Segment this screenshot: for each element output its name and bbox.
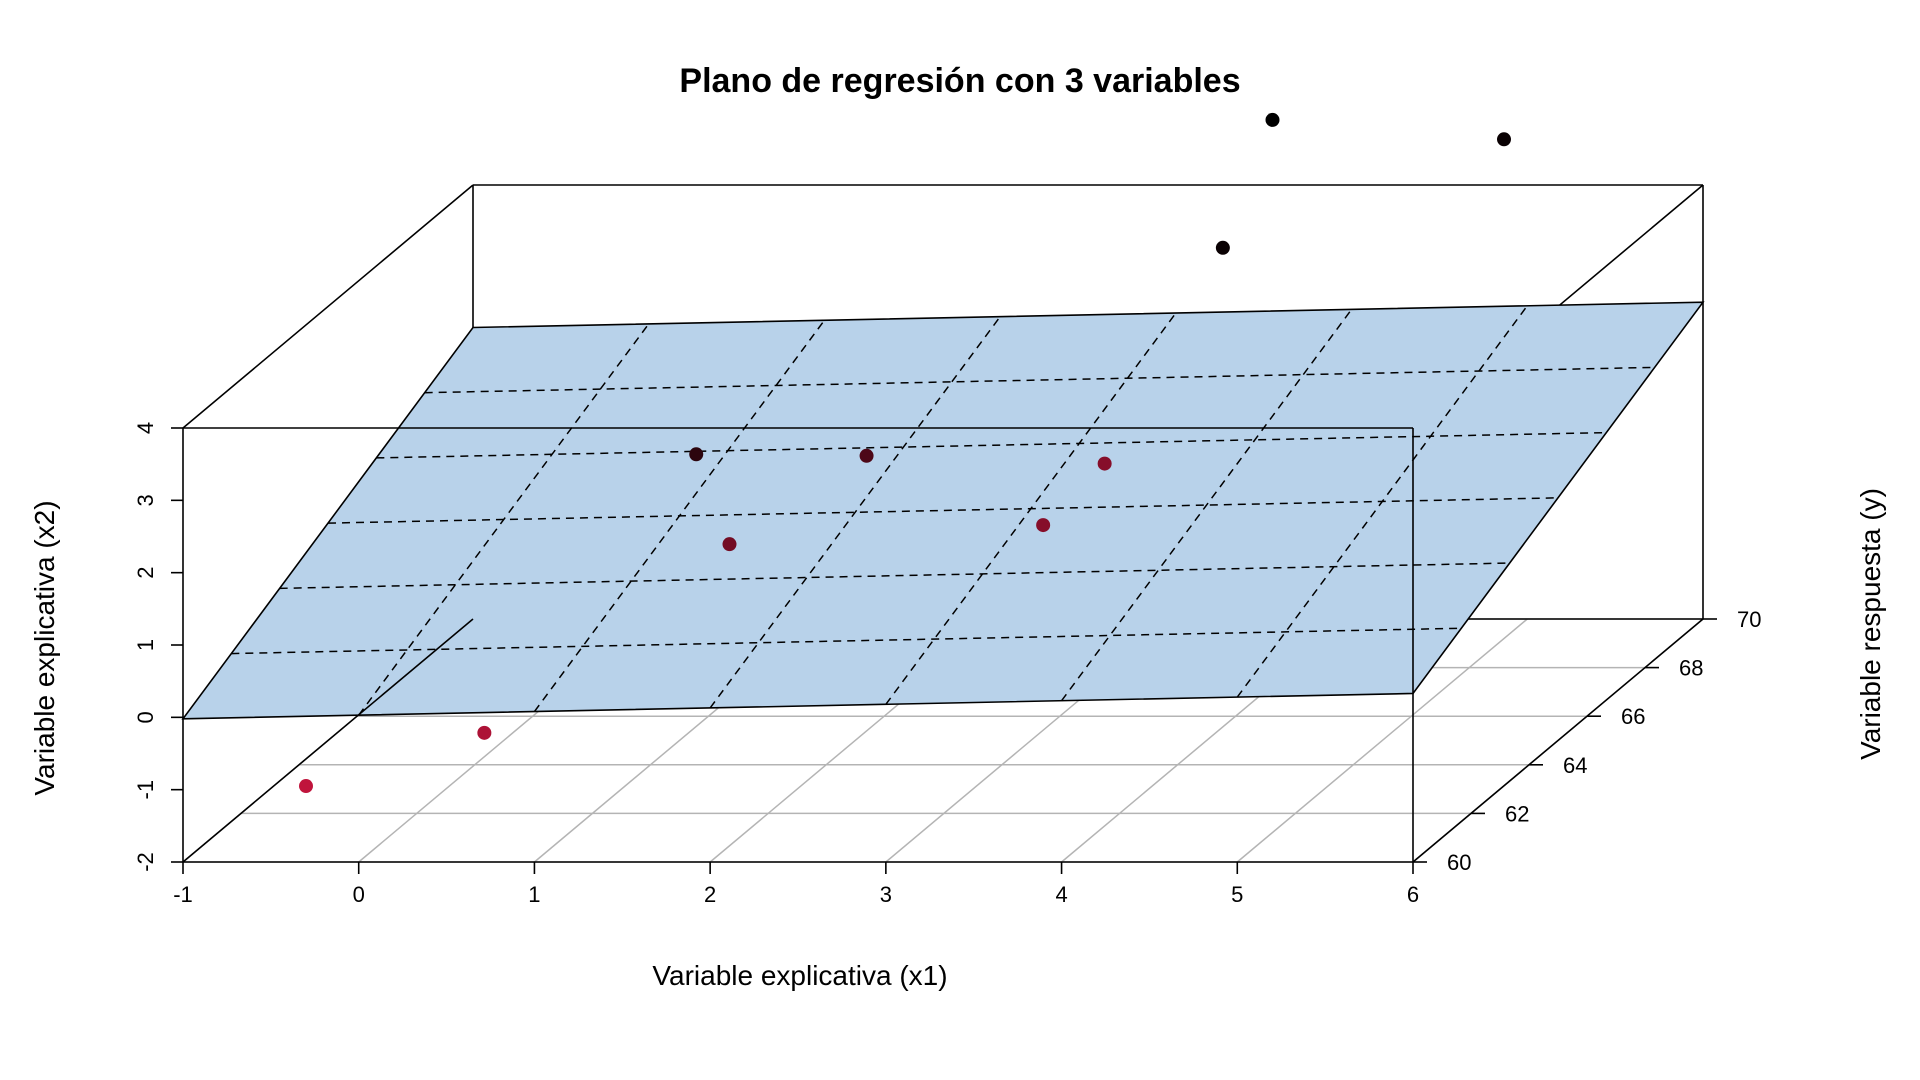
box-front-edge-5 (1412, 618, 1704, 863)
z-tick-label: 62 (1505, 801, 1529, 826)
box-front-edge-4 (182, 618, 474, 863)
data-point-0 (299, 779, 313, 794)
x-tick-label: 2 (704, 882, 716, 907)
data-point-7 (1036, 518, 1051, 533)
plane-gridline-y-5 (424, 366, 1655, 394)
box-back-edge-0 (182, 184, 474, 429)
data-points (299, 112, 1511, 794)
x-tick-label: 3 (880, 882, 892, 907)
floor-gridline-x-6 (1236, 618, 1528, 863)
plane-gridline-x1-5 (1060, 308, 1353, 702)
y-axis-title: Variable explicativa (x2) (29, 500, 60, 795)
x-tick-label: -1 (173, 882, 193, 907)
y-tick-label: 4 (133, 422, 158, 434)
y-tick-label: 3 (133, 494, 158, 506)
plane-gridline-y-2 (279, 562, 1510, 590)
data-point-6 (1215, 240, 1230, 255)
plane-gridline-y-4 (376, 431, 1607, 459)
data-point-8 (1265, 112, 1280, 127)
x-axis-title: Variable explicativa (x1) (652, 960, 947, 991)
z-axis-title: Variable respuesta (y) (1855, 488, 1886, 760)
y-tick-label: 0 (133, 711, 158, 723)
y-tick-label: 1 (133, 639, 158, 651)
box-front-edges (182, 427, 1704, 863)
y-tick-label: -2 (133, 852, 158, 872)
x-tick-label: 1 (528, 882, 540, 907)
z-tick-label: 70 (1737, 607, 1761, 632)
z-tick-label: 64 (1563, 753, 1587, 778)
plane-gridline-y-3 (327, 497, 1559, 524)
x-tick-label: 4 (1055, 882, 1067, 907)
data-point-4 (722, 537, 737, 552)
data-point-9 (1497, 132, 1511, 147)
data-point-3 (859, 448, 874, 463)
z-tick-label: 68 (1679, 656, 1703, 681)
z-tick-label: 66 (1621, 704, 1645, 729)
axes: -1 0 1 2 3 4 5 6 -2 -1 0 1 2 3 4 60 62 64 66 68 70 (133, 422, 1761, 907)
x-tick-label: 6 (1407, 882, 1419, 907)
x-tick-label: 5 (1231, 882, 1243, 907)
plane-gridline-y-1 (231, 627, 1462, 655)
chart-title: Plano de regresión con 3 variables (679, 62, 1240, 100)
z-tick-label: 60 (1447, 850, 1471, 875)
y-tick-label: 2 (133, 567, 158, 579)
plane-gridline-x1-3 (709, 316, 1001, 709)
data-point-5 (1097, 456, 1112, 471)
regression-plane (181, 301, 1705, 720)
data-point-2 (689, 447, 704, 462)
regression-plane-surface (181, 301, 1705, 720)
data-point-1 (477, 725, 492, 740)
x-tick-label: 0 (353, 882, 365, 907)
y-tick-label: -1 (133, 780, 158, 800)
